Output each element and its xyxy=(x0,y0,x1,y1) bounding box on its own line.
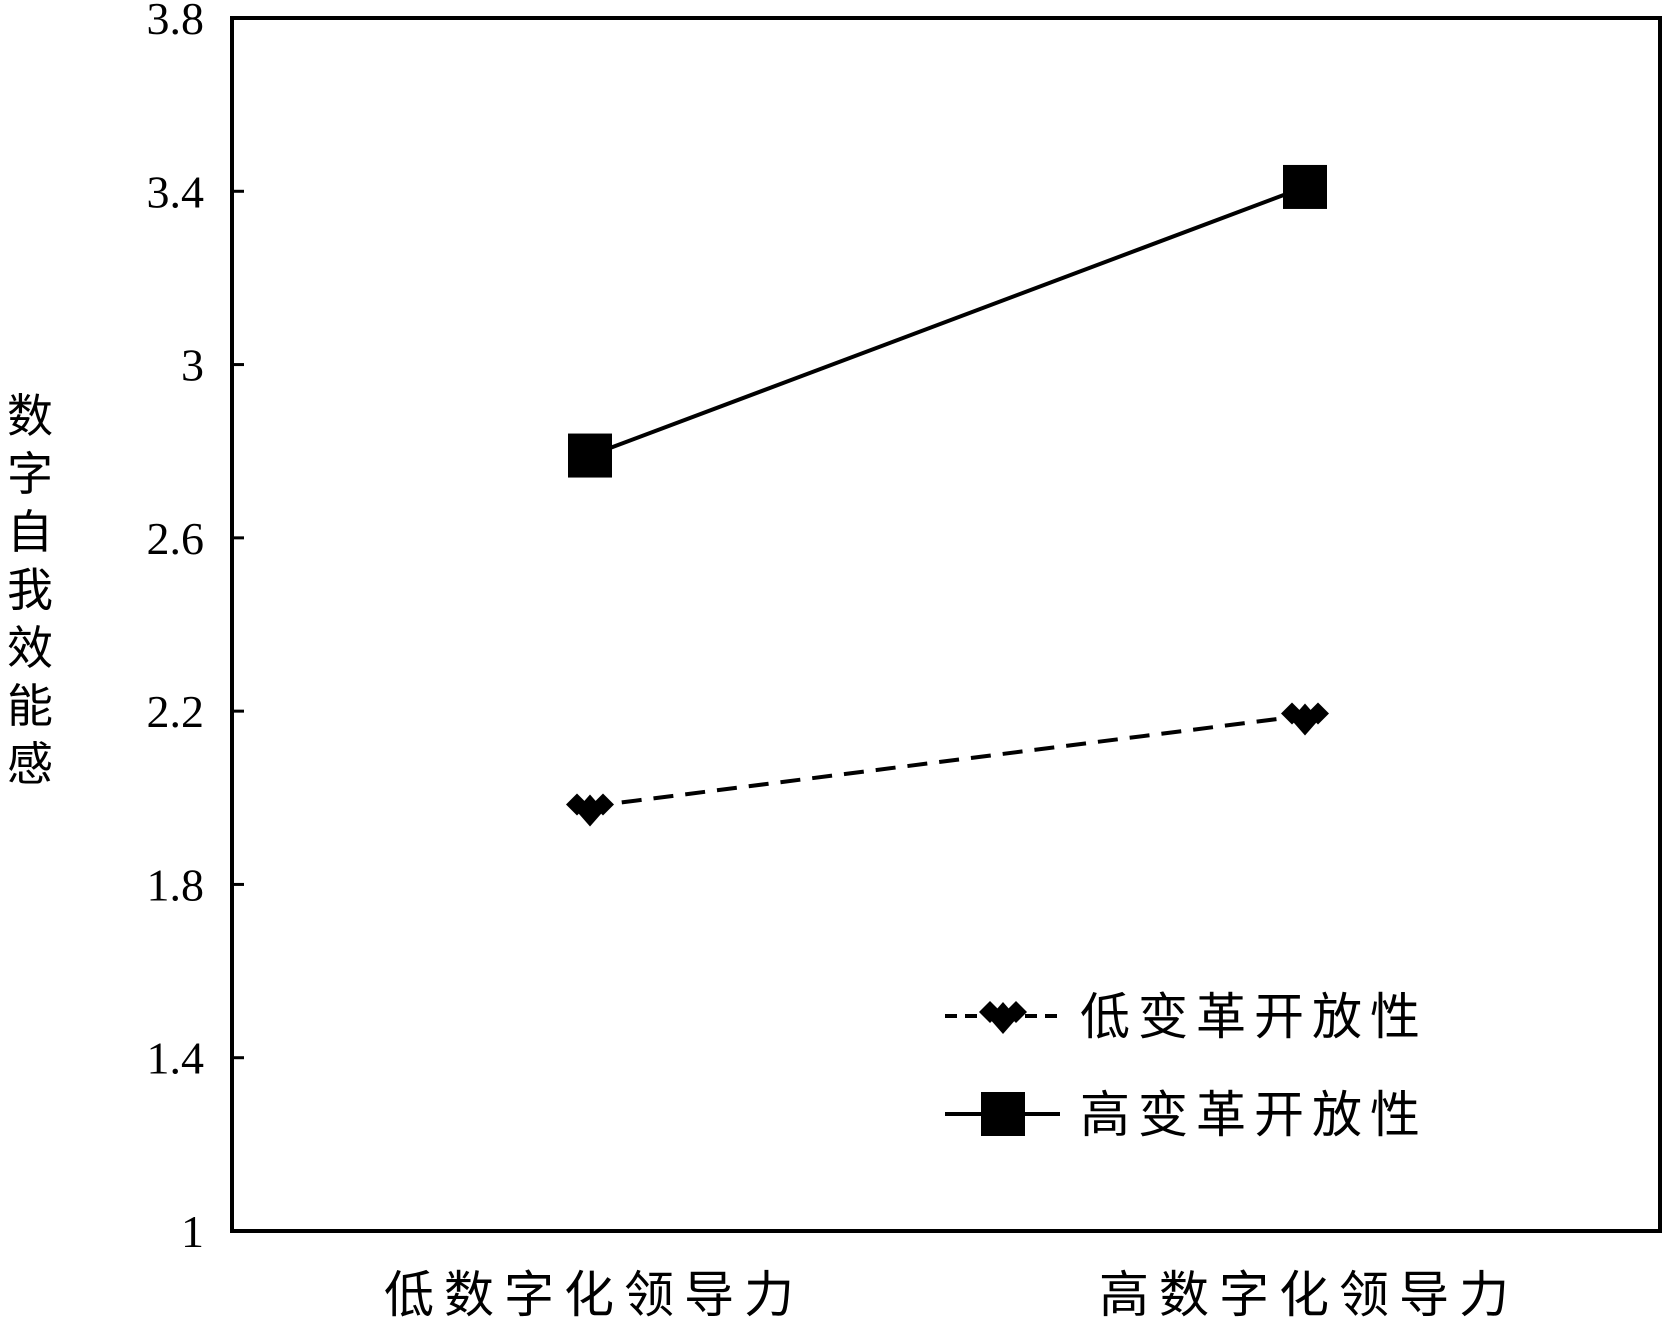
y-axis-label-char: 数 xyxy=(7,389,53,443)
y-axis-label-char: 自 xyxy=(7,505,53,559)
y-tick-label: 2.6 xyxy=(147,513,205,564)
y-axis-ticks: 1 1.4 1.8 2.2 2.6 3 3.4 3.8 xyxy=(147,0,244,1257)
y-axis-label-char: 效 xyxy=(7,621,53,675)
y-tick-label: 1 xyxy=(181,1206,204,1257)
y-tick-label: 3.8 xyxy=(147,0,205,44)
legend-marker-1 xyxy=(979,1001,1027,1034)
x-category-label: 高数字化领导力 xyxy=(1099,1266,1519,1324)
plot-frame-group xyxy=(230,16,1662,1233)
series-1-point-2 xyxy=(1281,702,1329,736)
y-tick-label: 3 xyxy=(181,340,204,391)
plot-frame xyxy=(230,16,1662,1233)
y-tick-label: 1.4 xyxy=(147,1033,205,1084)
x-category-label: 低数字化领导力 xyxy=(384,1266,804,1324)
x-axis-categories: 低数字化领导力 高数字化领导力 xyxy=(384,1266,1519,1324)
y-axis-label-char: 字 xyxy=(7,447,53,501)
series-line-1 xyxy=(589,713,1306,809)
series-group xyxy=(566,164,1329,827)
series-line-2 xyxy=(589,185,1306,458)
y-tick-label: 3.4 xyxy=(147,166,205,217)
y-axis-label-char: 我 xyxy=(7,563,53,617)
series-2-point-1 xyxy=(568,433,612,478)
y-tick-label: 1.8 xyxy=(147,859,205,910)
legend-label-2: 高变革开放性 xyxy=(1080,1086,1428,1144)
y-axis-label-char: 感 xyxy=(7,737,53,791)
series-2-point-2 xyxy=(1283,164,1327,209)
y-axis-label-char: 能 xyxy=(7,679,53,733)
series-1-point-1 xyxy=(566,793,614,827)
y-tick-label: 2.2 xyxy=(147,686,205,737)
legend-marker-2 xyxy=(981,1092,1025,1136)
legend-label-1: 低变革开放性 xyxy=(1080,988,1428,1046)
